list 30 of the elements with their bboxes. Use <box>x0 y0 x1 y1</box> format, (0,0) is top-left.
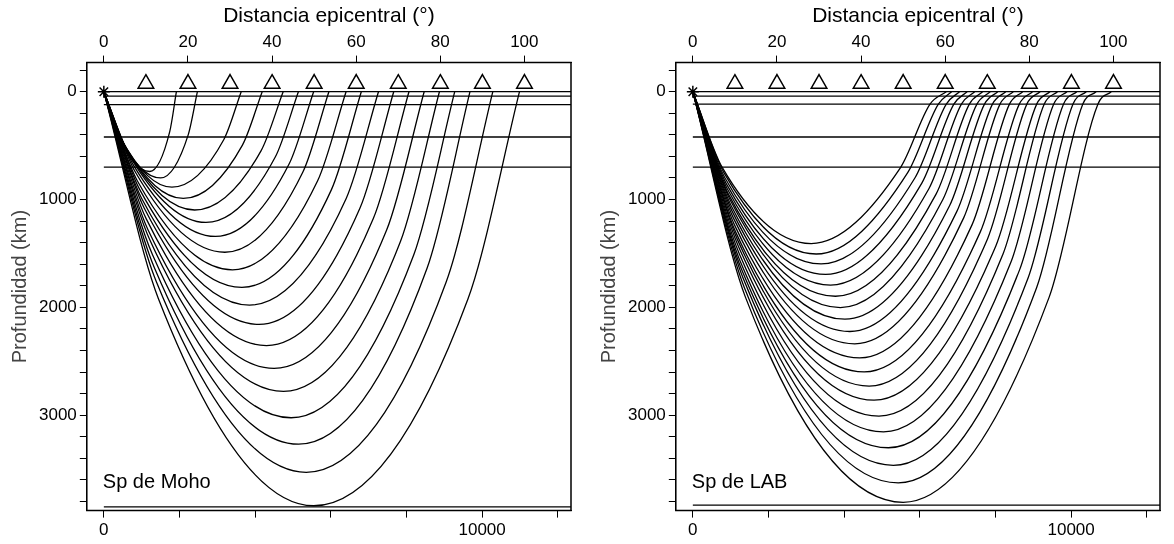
y-tick-label: 1000 <box>627 189 666 209</box>
y-tick-label: 1000 <box>38 189 77 209</box>
x2-tick-label: 100 <box>510 32 539 52</box>
x-tick-label: 10000 <box>458 520 506 540</box>
x2-tick-label: 40 <box>851 32 871 52</box>
x2-axis-title: Distancia epicentral (°) <box>223 3 435 27</box>
y-tick-label: 0 <box>67 81 77 101</box>
annotation: Sp de LAB <box>691 470 788 493</box>
x2-tick-label: 60 <box>935 32 955 52</box>
x2-tick-label: 40 <box>262 32 282 52</box>
x-tick-label: 10000 <box>1047 520 1095 540</box>
x2-tick-label: 20 <box>767 32 787 52</box>
x2-tick-label: 0 <box>688 32 698 52</box>
x-tick-label: 0 <box>688 520 698 540</box>
x2-axis-title: Distancia epicentral (°) <box>812 3 1024 27</box>
x2-tick-label: 100 <box>1099 32 1128 52</box>
x2-tick-label: 80 <box>1019 32 1039 52</box>
x2-tick-label: 0 <box>99 32 109 52</box>
annotation: Sp de Moho <box>102 470 211 493</box>
x-tick-label: 0 <box>99 520 109 540</box>
y-tick-label: 2000 <box>627 297 666 317</box>
y-tick-label: 2000 <box>38 297 77 317</box>
y-tick-label: 3000 <box>38 404 77 424</box>
x2-tick-label: 80 <box>430 32 450 52</box>
x2-tick-label: 20 <box>178 32 198 52</box>
y-tick-label: 0 <box>656 81 666 101</box>
y-axis-title: Profundidad (km) <box>596 209 619 364</box>
y-axis-title: Profundidad (km) <box>7 209 30 364</box>
y-tick-label: 3000 <box>627 404 666 424</box>
x2-tick-label: 60 <box>346 32 366 52</box>
